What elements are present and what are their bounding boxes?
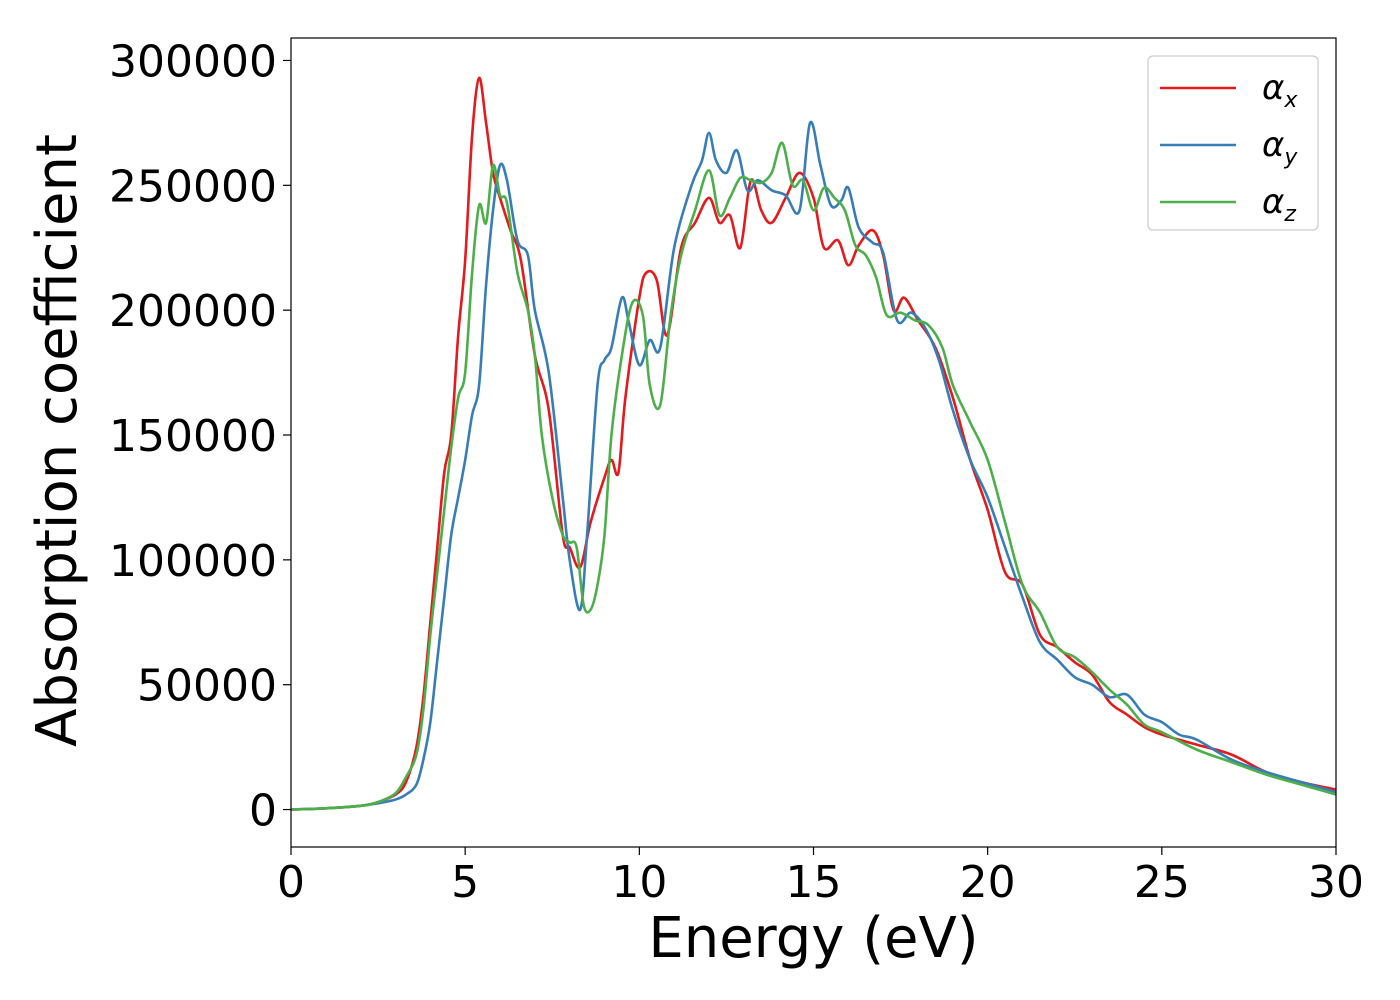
legend-entry-z: αz [1262,182,1296,227]
y-axis-title: Absorption coefficient [25,134,90,747]
y-tick-label: 200000 [109,286,277,337]
x-tick-label: 30 [1308,857,1364,908]
x-tick-label: 10 [611,857,667,908]
legend-entry-y: αy [1262,125,1298,170]
x-axis-title: Energy (eV) [648,906,978,971]
series-line-z [291,141,1336,811]
legend-entry-x: αx [1262,68,1298,113]
y-axis: 0 50000 100000 150000 200000 250000 300000 [109,36,291,837]
x-tick-label: 25 [1134,857,1190,908]
legend-box [1147,55,1319,231]
legend: αx αy αz [1147,55,1319,231]
y-tick-label: 300000 [109,36,277,87]
y-tick-label: 150000 [109,411,277,462]
x-tick-label: 0 [277,857,305,908]
y-tick-label: 0 [249,786,277,837]
series-lines [291,76,1336,811]
y-tick-label: 50000 [137,661,277,712]
y-tick-label: 250000 [109,161,277,212]
x-tick-label: 20 [960,857,1016,908]
x-tick-label: 15 [786,857,842,908]
x-tick-label: 5 [451,857,479,908]
y-tick-label: 100000 [109,536,277,587]
x-axis: 0 5 10 15 20 25 30 [277,847,1364,908]
series-line-y [291,120,1336,811]
